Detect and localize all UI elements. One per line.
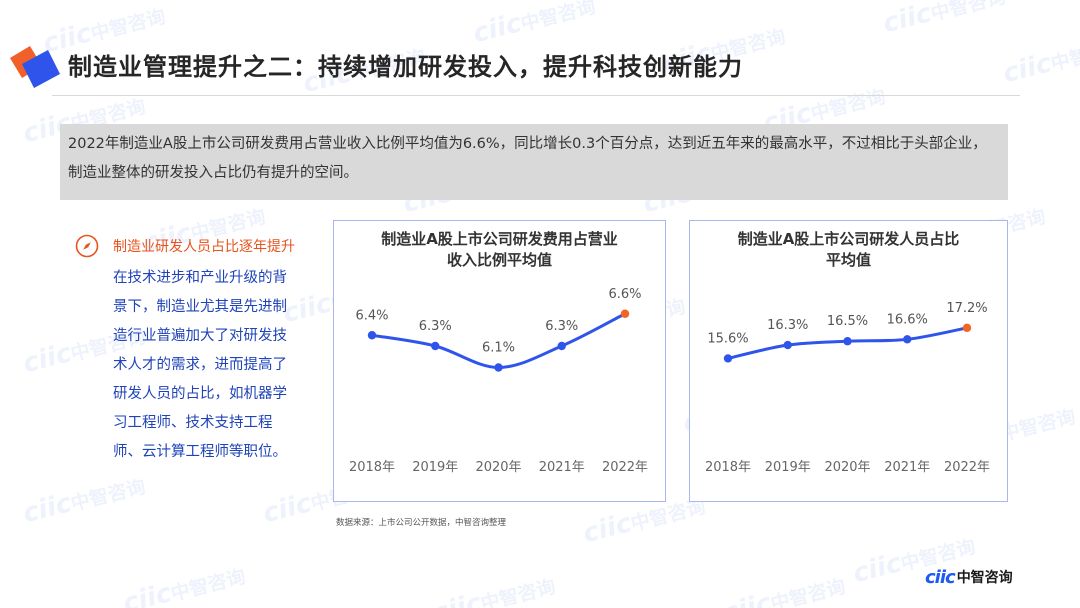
watermark-name: 中智咨询 — [478, 575, 558, 608]
watermark-name: 中智咨询 — [768, 575, 848, 608]
watermark: ciic中智咨询 — [430, 570, 558, 608]
data-label: 6.3% — [545, 319, 578, 334]
data-label: 16.6% — [887, 312, 928, 327]
chart-title: 制造业A股上市公司研发费用占营业 收入比例平均值 — [334, 229, 665, 271]
brand-name: 中智咨询 — [956, 570, 1013, 586]
data-label: 6.1% — [482, 341, 515, 356]
watermark: ciic中智咨询 — [720, 570, 848, 608]
watermark-mark: ciic — [880, 0, 935, 40]
x-tick-label: 2018年 — [705, 460, 751, 475]
data-point — [903, 335, 912, 344]
summary-text: 2022年制造业A股上市公司研发费用占营业收入比例平均值为6.6%，同比增长0.… — [68, 136, 987, 181]
watermark: ciic中智咨询 — [20, 470, 148, 529]
brand-logo: ciic 中智咨询 — [925, 566, 1013, 588]
data-label: 17.2% — [946, 301, 987, 316]
data-point-highlight — [962, 323, 972, 333]
x-tick-label: 2021年 — [884, 460, 930, 475]
data-label: 15.6% — [707, 331, 748, 346]
chart-title-line-1: 制造业A股上市公司研发费用占营业 — [381, 230, 618, 248]
watermark-name: 中智咨询 — [998, 405, 1078, 446]
insight-body: 在技术进步和产业升级的背景下，制造业尤其是先进制造行业普遍加大了对研发技术人才的… — [113, 270, 287, 460]
insight-heading: 制造业研发人员占比逐年提升 — [113, 239, 295, 255]
data-point — [494, 363, 503, 372]
watermark-mark: ciic — [850, 548, 905, 590]
watermark-name: 中智咨询 — [1048, 35, 1080, 76]
watermark-mark: ciic — [20, 488, 75, 530]
title-divider — [52, 95, 1020, 96]
x-tick-label: 2021年 — [539, 460, 585, 475]
chart-title-line-2: 平均值 — [825, 251, 871, 269]
x-tick-label: 2022年 — [602, 460, 648, 475]
data-label: 6.3% — [419, 319, 452, 334]
watermark-mark: ciic — [260, 488, 315, 530]
data-point — [723, 354, 733, 363]
data-point-highlight — [620, 309, 630, 318]
data-point — [557, 341, 566, 351]
watermark-mark: ciic — [580, 508, 635, 550]
x-tick-label: 2022年 — [944, 460, 990, 475]
x-tick-label: 2020年 — [824, 460, 870, 475]
data-label: 16.5% — [827, 314, 868, 329]
watermark-mark: ciic — [1000, 48, 1055, 90]
watermark-name: 中智咨询 — [88, 5, 168, 46]
summary-box: 2022年制造业A股上市公司研发费用占营业收入比例平均值为6.6%，同比增长0.… — [60, 124, 1008, 200]
watermark-name: 中智咨询 — [928, 0, 1008, 26]
data-point — [431, 341, 440, 351]
source-note: 数据来源：上市公司公开数据，中智咨询整理 — [336, 518, 507, 528]
chart-title-line-1: 制造业A股上市公司研发人员占比 — [737, 230, 960, 248]
watermark: ciic中智咨询 — [880, 0, 1008, 39]
data-label: 16.3% — [767, 318, 808, 333]
watermark-name: 中智咨询 — [808, 85, 888, 126]
watermark-name: 中智咨询 — [168, 565, 248, 606]
watermark: ciic中智咨询 — [1000, 30, 1080, 89]
data-point — [843, 337, 852, 346]
chart-title-line-2: 收入比例平均值 — [446, 251, 552, 269]
watermark-name: 中智咨询 — [68, 475, 148, 516]
logo-mark — [10, 46, 60, 88]
watermark-mark: ciic — [120, 578, 175, 608]
data-label: 6.6% — [608, 287, 641, 302]
watermark-mark: ciic — [20, 338, 75, 380]
x-tick-label: 2019年 — [765, 460, 811, 475]
watermark-mark: ciic — [430, 588, 484, 608]
x-tick-label: 2018年 — [349, 460, 395, 475]
x-tick-label: 2020年 — [475, 460, 521, 475]
chart-card-rd-staff: 制造业A股上市公司研发人员占比 平均值 15.6% 2018年 16.3% 2019年… — [689, 220, 1008, 502]
watermark-mark: ciic — [470, 8, 525, 50]
watermark: ciic中智咨询 — [470, 0, 598, 49]
brand-mark: ciic — [925, 566, 956, 588]
x-tick-label: 2019年 — [412, 460, 458, 475]
data-point — [367, 331, 377, 340]
data-label: 6.4% — [355, 308, 388, 323]
chart-title: 制造业A股上市公司研发人员占比 平均值 — [690, 229, 1007, 271]
compass-icon — [75, 234, 99, 258]
chart-svg: 6.4% 2018年 6.3% 2019年 6.1% 2020年 6.3% 2021年 6.6%… — [349, 287, 648, 475]
page-title: 制造业管理提升之二：持续增加研发投入，提升科技创新能力 — [68, 53, 743, 81]
data-point — [783, 340, 792, 350]
chart-card-rd-expense: 制造业A股上市公司研发费用占营业 收入比例平均值 6.4% 2018年 6.3% 20… — [333, 220, 666, 502]
watermark-name: 中智咨询 — [518, 0, 598, 36]
watermark-mark: ciic — [720, 588, 774, 608]
watermark: ciic中智咨询 — [120, 560, 248, 608]
chart-svg: 15.6% 2018年 16.3% 2019年 16.5% 2020年 16.6% 2021年… — [705, 301, 990, 475]
